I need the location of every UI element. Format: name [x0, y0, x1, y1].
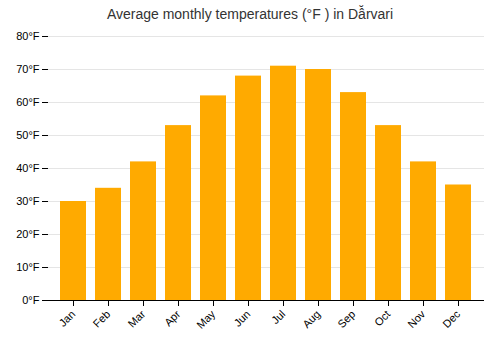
svg-text:70°F: 70°F [16, 63, 40, 75]
html-text:Average monthly temperatures (: Average monthly temperatures (°F ) in Dâ… [106, 6, 394, 22]
svg-text:40°F: 40°F [16, 162, 40, 174]
svg-text:80°F: 80°F [16, 30, 40, 42]
svg-text:30°F: 30°F [16, 195, 40, 207]
svg-text:Apr: Apr [162, 308, 183, 329]
svg-text:Nov: Nov [405, 307, 428, 330]
svg-text:Feb: Feb [91, 308, 113, 330]
svg-text:Sep: Sep [335, 308, 357, 330]
svg-text:Jul: Jul [269, 308, 287, 326]
svg-text:Dec: Dec [440, 307, 463, 330]
svg-text:Oct: Oct [372, 308, 393, 329]
svg-text:50°F: 50°F [16, 129, 40, 141]
svg-text:May: May [194, 307, 218, 331]
svg-text:Mar: Mar [126, 308, 148, 330]
svg-text:Jan: Jan [56, 308, 77, 329]
svg-text:0°F: 0°F [22, 294, 40, 306]
svg-text:20°F: 20°F [16, 228, 40, 240]
svg-text:Jun: Jun [231, 308, 252, 329]
svg-text:60°F: 60°F [16, 96, 40, 108]
svg-text:10°F: 10°F [16, 261, 40, 273]
svg-text:Aug: Aug [300, 308, 322, 330]
